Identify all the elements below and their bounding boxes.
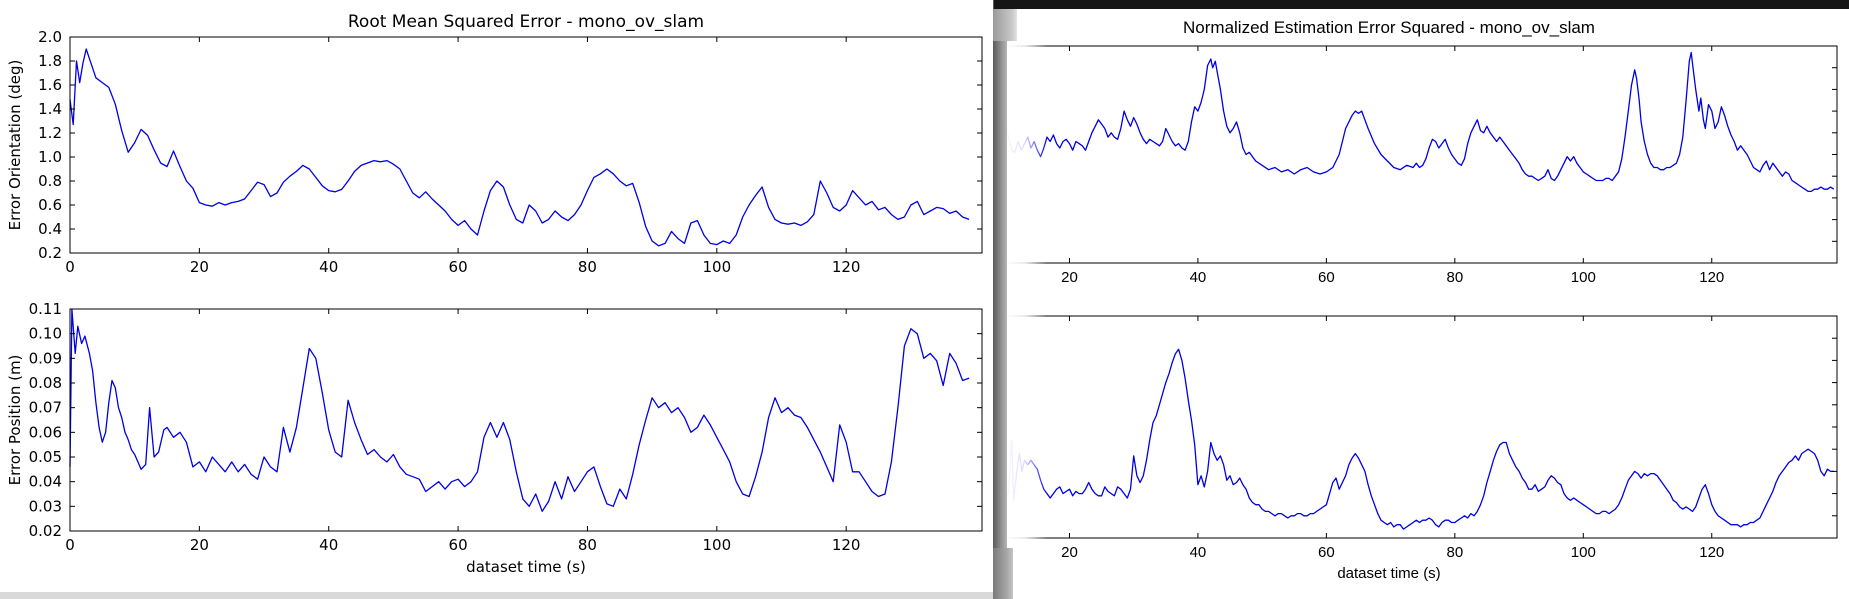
rmse-position-xtick-label: 100 — [702, 536, 731, 554]
rmse-orientation-title: Root Mean Squared Error - mono_ov_slam — [348, 12, 704, 32]
rmse-position-xtick-label: 20 — [190, 536, 209, 554]
nees-orientation-series — [1001, 51, 1835, 193]
right-figure-canvas: 020406080100120Normalized Estimation Err… — [993, 18, 1838, 582]
rmse-position-xtick-label: 120 — [832, 536, 861, 554]
rmse-position-xtick-label: 80 — [578, 536, 597, 554]
rmse-position-ytick-label: 0.11 — [29, 300, 62, 318]
rmse-position-ytick-label: 0.10 — [29, 325, 62, 343]
rmse-position-xlabel: dataset time (s) — [466, 558, 586, 576]
nees-position-xtick-label: 100 — [1571, 544, 1596, 561]
rmse-orientation-ytick-label: 1.2 — [38, 124, 62, 142]
nees-position-xtick-label: 120 — [1699, 544, 1724, 561]
nees-orientation-xtick-label: 80 — [1446, 269, 1463, 286]
rmse-position-ylabel: Error Position (m) — [6, 355, 24, 486]
rmse-orientation-xtick-label: 100 — [702, 258, 731, 276]
nees-position-series — [1001, 348, 1834, 530]
rmse-position-frame — [69, 308, 983, 532]
rmse-position-axes: 0 20 40 60 80 100 120 0.02 0.03 0.04 0.05 0.06 0.07 0… — [6, 300, 983, 576]
nees-orientation-xtick-label: 120 — [1699, 269, 1724, 286]
rmse-orientation-frame — [69, 36, 983, 254]
rmse-orientation-xtick-label: 80 — [578, 258, 597, 276]
nees-orientation-xtick-label: 20 — [1061, 269, 1078, 286]
rmse-orientation-ytick-label: 2.0 — [38, 28, 62, 46]
rmse-orientation-ytick-label: 1.6 — [38, 76, 62, 94]
rmse-orientation-ytick-label: 1.8 — [38, 52, 62, 70]
rmse-position-ytick-label: 0.08 — [29, 374, 62, 392]
rmse-position-xtick-label: 60 — [449, 536, 468, 554]
nees-orientation-title: Normalized Estimation Error Squared - mo… — [1183, 18, 1595, 37]
rmse-position-ytick-label: 0.04 — [29, 473, 62, 491]
rmse-orientation-ytick-label: 0.4 — [38, 220, 62, 238]
rmse-orientation-series — [69, 48, 970, 247]
nees-orientation-xtick-label: 40 — [1190, 269, 1207, 286]
rmse-orientation-axes: 0 20 40 60 80 100 120 0.2 0.4 0.6 0.8 1.0 1.2 1.4 1.6 1… — [6, 12, 983, 276]
rmse-position-ytick-label: 0.07 — [29, 399, 62, 417]
rmse-position-ytick-label: 0.06 — [29, 423, 62, 441]
nees-orientation-xtick-label: 60 — [1318, 269, 1335, 286]
rmse-orientation-ylabel: Error Orientation (deg) — [6, 60, 24, 231]
rmse-orientation-xtick-label: 120 — [832, 258, 861, 276]
rmse-orientation-ytick-label: 0.2 — [38, 244, 62, 262]
nees-orientation-xtick-label: 100 — [1571, 269, 1596, 286]
nees-position-xtick-label: 60 — [1318, 544, 1335, 561]
window-divider-bottom — [993, 548, 1013, 599]
scrollbar-thumb[interactable] — [993, 9, 1017, 41]
rmse-orientation-xtick-label: 0 — [65, 258, 75, 276]
rmse-orientation-ytick-label: 1.4 — [38, 100, 62, 118]
nees-position-xtick-label: 20 — [1061, 544, 1078, 561]
rmse-orientation-ytick-label: 0.6 — [38, 196, 62, 214]
nees-position-xtick-label: 40 — [1190, 544, 1207, 561]
nees-position-frame — [993, 315, 1838, 539]
rmse-position-ytick-label: 0.09 — [29, 349, 62, 367]
rmse-position-series — [69, 308, 970, 512]
right-window-top-edge — [994, 0, 1849, 9]
left-window-bottom-edge — [0, 592, 993, 599]
rmse-position-xtick-label: 40 — [319, 536, 338, 554]
nees-orientation-axes: 020406080100120Normalized Estimation Err… — [993, 18, 1838, 286]
rmse-orientation-xtick-label: 20 — [190, 258, 209, 276]
rmse-orientation-xtick-label: 40 — [319, 258, 338, 276]
rmse-orientation-xtick-label: 60 — [449, 258, 468, 276]
nees-position-axes: 020406080100120dataset time (s) — [993, 315, 1838, 582]
window-divider-scrollbar[interactable] — [993, 0, 1007, 599]
nees-orientation-frame — [993, 45, 1838, 264]
nees-position-xlabel: dataset time (s) — [1337, 565, 1440, 582]
rmse-position-ytick-label: 0.03 — [29, 497, 62, 515]
rmse-orientation-ytick-label: 1.0 — [38, 148, 62, 166]
left-figure-canvas: 0 20 40 60 80 100 120 0.2 0.4 0.6 0.8 1.0 1.2 1.4 1.6 1… — [6, 12, 983, 576]
rmse-position-xtick-label: 0 — [65, 536, 75, 554]
rmse-orientation-ytick-label: 0.8 — [38, 172, 62, 190]
rmse-position-ytick-label: 0.02 — [29, 522, 62, 540]
rmse-position-ytick-label: 0.05 — [29, 448, 62, 466]
right-window-fade-overlay — [1007, 9, 1047, 599]
nees-position-xtick-label: 80 — [1446, 544, 1463, 561]
